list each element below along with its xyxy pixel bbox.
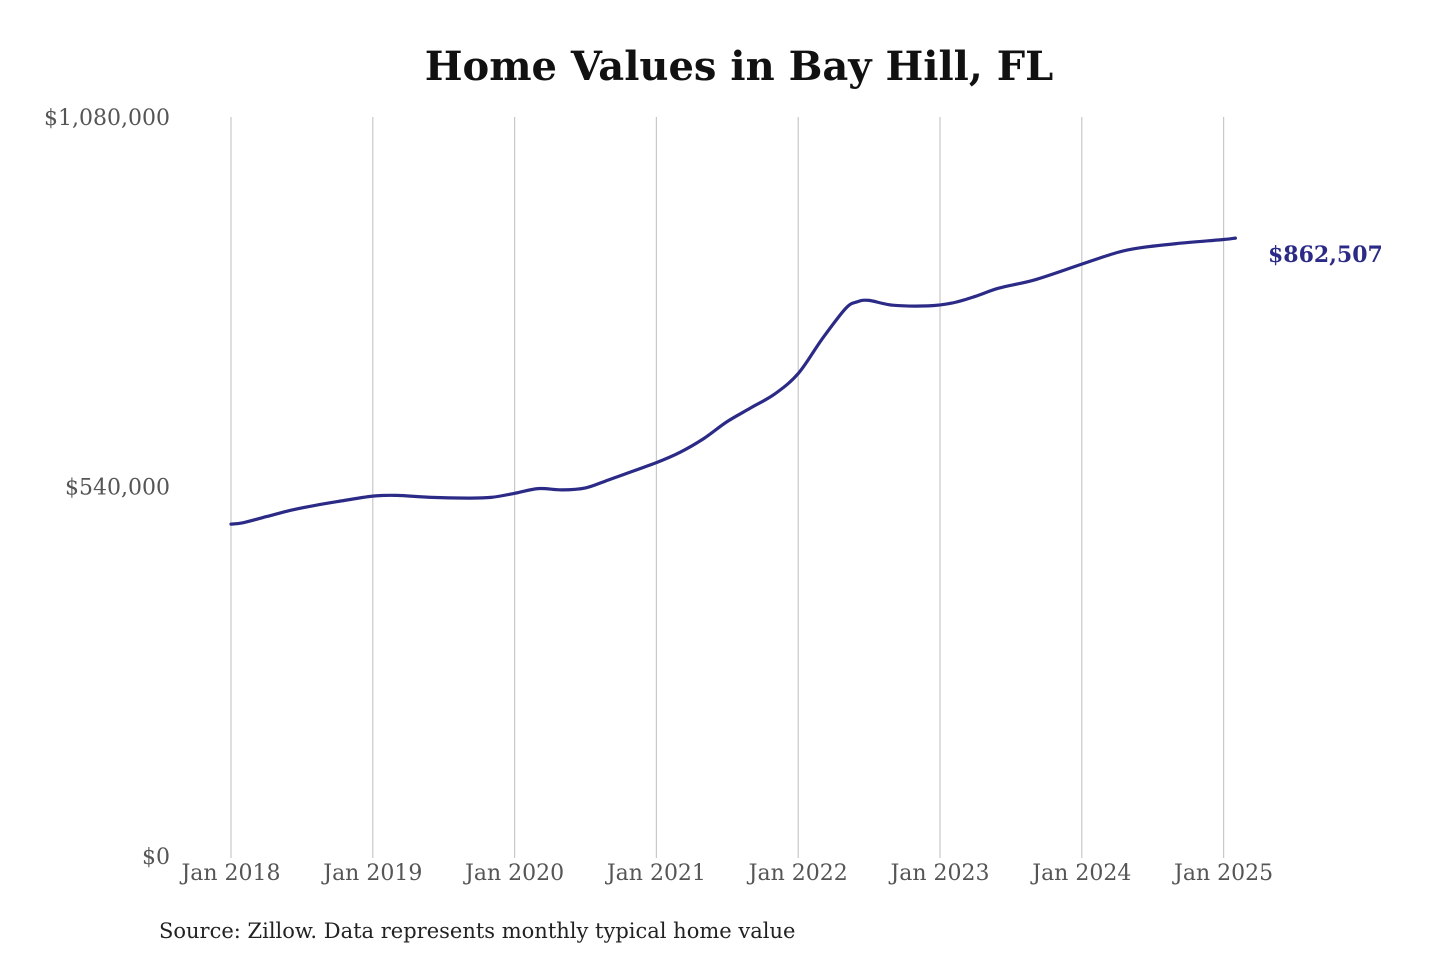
- source-note: Source: Zillow. Data represents monthly …: [159, 919, 795, 943]
- x-tick-label: Jan 2025: [1172, 861, 1273, 886]
- end-value-label: $862,507: [1268, 242, 1383, 268]
- vertical-gridlines: [230, 117, 1225, 858]
- chart-title: Home Values in Bay Hill, FL: [425, 43, 1053, 90]
- y-axis-ticks: $1,080,000 $540,000 $0: [44, 106, 170, 870]
- x-tick-label: Jan 2020: [463, 861, 564, 886]
- y-tick-label: $1,080,000: [44, 106, 170, 131]
- x-tick-label: Jan 2024: [1030, 861, 1131, 886]
- y-tick-label: $0: [142, 845, 170, 870]
- x-tick-label: Jan 2018: [179, 861, 280, 886]
- x-tick-label: Jan 2021: [605, 861, 706, 886]
- series-line: [229, 236, 1237, 526]
- x-axis-ticks: Jan 2018 Jan 2019 Jan 2020 Jan 2021 Jan 2022…: [179, 861, 1273, 886]
- x-tick-label: Jan 2023: [888, 861, 989, 886]
- y-tick-label: $540,000: [65, 476, 170, 501]
- x-tick-label: Jan 2022: [747, 861, 848, 886]
- x-tick-label: Jan 2019: [321, 861, 422, 886]
